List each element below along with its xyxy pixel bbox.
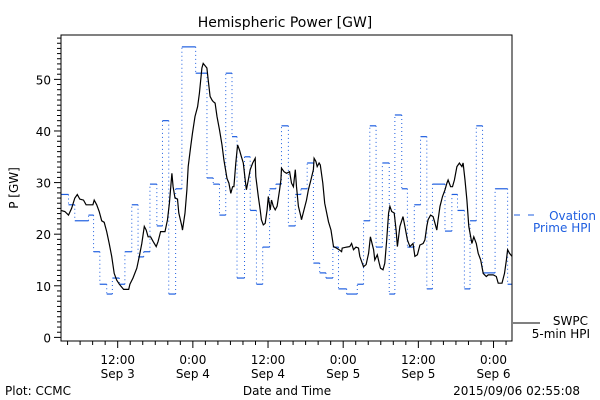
legend-swpc-label-1: SWPC — [553, 314, 588, 328]
y-tick-label: 40 — [36, 125, 51, 139]
legend-ovation-label-2: Prime HPI — [533, 221, 591, 235]
y-tick-label: 30 — [36, 177, 51, 191]
y-axis-label: P [GW] — [7, 167, 21, 209]
x-tick-time-label: 0:00 — [330, 353, 357, 367]
y-tick-label: 0 — [43, 331, 51, 345]
legend-swpc-label-2: 5-min HPI — [532, 327, 590, 341]
x-tick-date-label: Sep 3 — [101, 367, 135, 381]
footer-timestamp: 2015/09/06 02:55:08 — [453, 384, 580, 398]
x-tick-time-label: 0:00 — [480, 353, 507, 367]
footer-plot-credit: Plot: CCMC — [5, 384, 71, 398]
plot-frame — [60, 34, 513, 342]
x-tick-date-label: Sep 6 — [476, 367, 510, 381]
swpc-line — [60, 62, 513, 290]
x-tick-time-label: 12:00 — [251, 353, 286, 367]
y-tick-label: 10 — [36, 280, 51, 294]
x-tick-time-label: 0:00 — [179, 353, 206, 367]
legend-ovation-label-1: Ovation — [549, 209, 596, 223]
swpc-series — [60, 62, 513, 290]
y-tick-label: 50 — [36, 73, 51, 87]
ovation-series — [61, 46, 512, 295]
x-axis-label: Date and Time — [243, 384, 331, 398]
legend-ovation: Ovation Prime HPI — [514, 209, 596, 235]
x-tick-date-label: Sep 5 — [326, 367, 360, 381]
y-tick-label: 20 — [36, 228, 51, 242]
x-tick-time-label: 12:00 — [100, 353, 135, 367]
x-tick-date-label: Sep 5 — [401, 367, 435, 381]
legend-swpc: SWPC 5-min HPI — [513, 314, 590, 341]
x-tick-date-label: Sep 4 — [251, 367, 285, 381]
chart-title: Hemispheric Power [GW] — [198, 15, 373, 31]
x-tick-date-label: Sep 4 — [176, 367, 210, 381]
x-tick-time-label: 12:00 — [401, 353, 436, 367]
